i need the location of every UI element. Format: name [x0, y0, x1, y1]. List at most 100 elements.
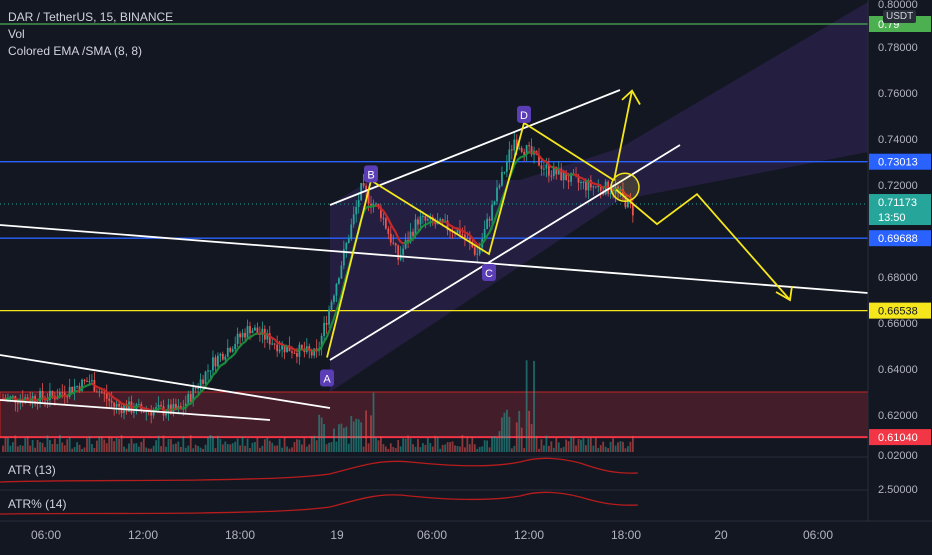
ema-segment [591, 182, 593, 183]
candle-body [417, 219, 419, 224]
ema-segment [403, 243, 405, 244]
ema-segment [117, 400, 119, 402]
volume-bar [580, 440, 582, 452]
volume-bar [504, 413, 506, 452]
volume-bar [133, 443, 135, 452]
volume-bar [620, 441, 622, 452]
volume-bar [197, 446, 199, 452]
ema-segment [445, 221, 447, 223]
currency-badge[interactable]: USDT [883, 10, 916, 23]
candle-body [17, 403, 19, 404]
volume-bar [412, 444, 414, 452]
ema-segment [287, 346, 289, 347]
ema-segment [213, 373, 215, 375]
volume-bar [180, 447, 182, 452]
ema-segment [30, 399, 32, 400]
volume-bar [573, 437, 575, 452]
ema-segment [290, 347, 292, 348]
volume-bar [74, 447, 76, 452]
volume-bar [400, 446, 402, 452]
volume-bar [242, 437, 244, 452]
volume-legend[interactable]: Vol [8, 26, 173, 43]
candle-body [98, 391, 100, 392]
candle-body [333, 296, 335, 302]
ema-segment [60, 396, 62, 397]
volume-bar [632, 436, 634, 452]
volume-bar [303, 438, 305, 452]
ema-segment [201, 390, 203, 392]
ema-segment [230, 356, 232, 358]
volume-bar [274, 446, 276, 452]
volume-bar [333, 428, 335, 452]
volume-bar [469, 444, 471, 452]
ema-segment [223, 363, 225, 365]
volume-bar [499, 431, 501, 452]
volume-bar [190, 435, 192, 452]
volume-bar [489, 447, 491, 452]
volume-bar [494, 436, 496, 452]
symbol-title[interactable]: DAR / TetherUS, 15, BINANCE [8, 9, 173, 26]
ema-segment [554, 167, 556, 169]
support-zone [0, 392, 868, 437]
candle-body [550, 176, 552, 177]
ema-segment [141, 407, 143, 408]
atr-percent-legend[interactable]: ATR% (14) [8, 497, 66, 511]
volume-bar [592, 446, 594, 452]
candle-body [71, 387, 73, 393]
candle-body [390, 234, 392, 243]
candle-body [39, 391, 41, 404]
candle-body [412, 232, 414, 236]
volume-bar [615, 446, 617, 452]
volume-bar [536, 436, 538, 452]
ema-segment [411, 239, 413, 240]
ema-segment [460, 230, 462, 231]
candle-body [187, 394, 189, 404]
ema-segment [20, 400, 22, 401]
volume-bar [340, 424, 342, 452]
ema-segment [102, 389, 104, 390]
volume-bar [257, 438, 259, 452]
volume-bar [457, 446, 459, 452]
volume-bar [533, 361, 535, 452]
candle-body [103, 393, 105, 394]
ema-segment [99, 388, 101, 389]
ema-segment [52, 397, 54, 398]
pattern-point-C: C [485, 268, 493, 280]
volume-bar [595, 437, 597, 452]
volume-bar [523, 448, 525, 452]
candle-body [513, 140, 515, 151]
ema-segment [161, 408, 163, 410]
ema-segment [104, 390, 106, 392]
volume-bar [570, 436, 572, 452]
candle-body [340, 266, 342, 279]
ema-segment [114, 398, 116, 399]
time-tick-label: 19 [330, 528, 344, 542]
volume-bar [96, 441, 98, 452]
volume-bar [521, 428, 523, 452]
volume-bar [160, 446, 162, 452]
volume-bar [365, 410, 367, 452]
volume-bar [511, 448, 513, 452]
volume-bar [69, 437, 71, 452]
ema-segment [423, 225, 425, 226]
ema-segment [109, 394, 111, 396]
volume-bar [237, 439, 239, 452]
pattern-point-A: A [323, 374, 331, 386]
ema-legend[interactable]: Colored EMA /SMA (8, 8) [8, 43, 173, 60]
volume-bar [79, 445, 81, 452]
ema-segment [477, 244, 479, 245]
candle-body [224, 357, 226, 360]
ema-segment [317, 350, 319, 351]
ema-segment [302, 349, 304, 350]
volume-bar [286, 446, 288, 452]
volume-bar [143, 439, 145, 452]
candle-body [331, 302, 333, 310]
ema-segment [576, 175, 578, 177]
candle-body [301, 345, 303, 349]
ema-segment [15, 399, 17, 400]
candle-body [158, 405, 160, 407]
atr-legend[interactable]: ATR (13) [8, 463, 56, 477]
volume-bar [444, 445, 446, 452]
